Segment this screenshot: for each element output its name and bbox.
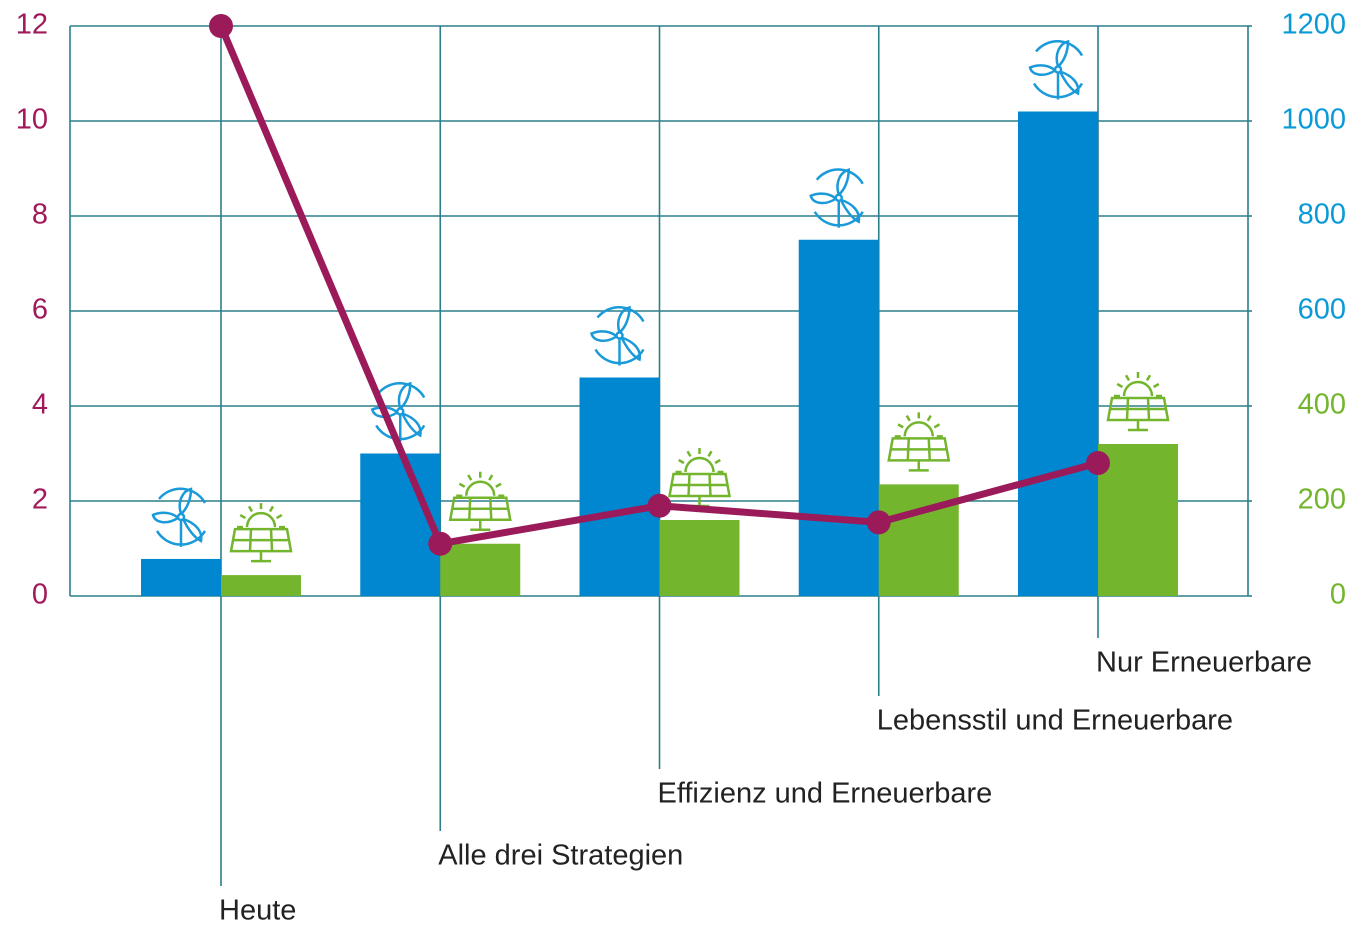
solar-icon xyxy=(448,471,512,531)
y-tick-label: 8 xyxy=(32,199,48,231)
blade xyxy=(1028,64,1056,76)
ring xyxy=(375,382,426,441)
blade xyxy=(836,168,851,196)
solar-icon xyxy=(229,503,293,563)
wind-icon xyxy=(151,487,207,547)
solar-icon xyxy=(887,412,951,472)
panel xyxy=(448,496,512,531)
bar xyxy=(798,239,879,596)
wind-icon xyxy=(809,168,864,228)
bar xyxy=(440,543,521,596)
wind-icon xyxy=(1028,39,1084,100)
ray xyxy=(247,505,254,513)
y2-tick-label: 600 xyxy=(1298,294,1346,326)
ray xyxy=(1152,382,1160,389)
sun xyxy=(1122,380,1154,397)
x-tick-label: Effizienz und Erneuerbare xyxy=(658,778,993,810)
point xyxy=(209,14,233,38)
x-tick-label: Heute xyxy=(219,895,296,927)
solar-icon xyxy=(668,448,731,508)
bar xyxy=(1018,111,1098,596)
blade xyxy=(151,511,179,524)
y-tick-label: 10 xyxy=(16,104,48,136)
wind-icon xyxy=(590,305,645,366)
point xyxy=(428,531,453,556)
blade xyxy=(620,336,642,362)
y2-tick-label: 800 xyxy=(1298,199,1346,231)
sun xyxy=(903,421,934,437)
ray xyxy=(467,474,473,481)
blade xyxy=(397,381,412,410)
ray xyxy=(1124,374,1131,382)
ray xyxy=(707,450,713,458)
y-tick-label: 6 xyxy=(32,294,48,326)
x-tick-label: Alle drei Strategien xyxy=(438,840,683,872)
blade xyxy=(178,487,193,515)
panel xyxy=(668,472,731,508)
bar xyxy=(1098,444,1178,596)
blade xyxy=(617,305,631,334)
point xyxy=(866,510,891,535)
point xyxy=(1086,451,1110,475)
ray xyxy=(488,474,494,481)
ray xyxy=(926,414,932,422)
y2-tick-label: 0 xyxy=(1330,579,1346,611)
bar xyxy=(579,377,660,596)
ray xyxy=(239,514,247,520)
ray xyxy=(1116,382,1124,389)
ray xyxy=(275,514,283,520)
ray xyxy=(458,482,466,488)
sun xyxy=(245,511,277,528)
blade xyxy=(401,412,422,438)
y2-tick-label: 1000 xyxy=(1281,104,1346,136)
ray xyxy=(714,458,721,465)
solar-icon xyxy=(1106,372,1170,432)
bar xyxy=(659,520,740,596)
bar xyxy=(141,558,221,596)
y2-tick-label: 200 xyxy=(1298,484,1346,516)
bar xyxy=(221,575,301,596)
panel xyxy=(1106,396,1170,432)
ray xyxy=(897,423,904,429)
bar xyxy=(360,453,441,596)
blade xyxy=(1058,70,1080,96)
sun xyxy=(465,480,496,496)
x-tick-label: Lebensstil und Erneuerbare xyxy=(877,705,1233,737)
blade xyxy=(590,330,618,342)
sun xyxy=(684,456,715,473)
ring xyxy=(594,306,645,365)
y-tick-label: 0 xyxy=(32,579,48,611)
blade xyxy=(809,192,837,205)
x-tick-label: Nur Erneuerbare xyxy=(1096,647,1312,679)
panel xyxy=(887,437,951,472)
panel xyxy=(229,527,293,563)
ray xyxy=(905,414,911,422)
y-tick-label: 12 xyxy=(16,9,48,41)
ray xyxy=(678,458,685,465)
y2-tick-label: 1200 xyxy=(1281,9,1346,41)
y-tick-label: 2 xyxy=(32,484,48,516)
ring xyxy=(1032,40,1084,99)
wind-icon xyxy=(370,381,426,442)
ray xyxy=(495,482,502,488)
ring xyxy=(813,168,864,227)
ray xyxy=(268,505,275,513)
ray xyxy=(1145,374,1152,382)
blade xyxy=(839,198,861,224)
blade xyxy=(1055,39,1070,68)
ring xyxy=(155,487,207,546)
ray xyxy=(933,423,941,429)
y2-tick-label: 400 xyxy=(1298,389,1346,421)
y-tick-label: 4 xyxy=(32,389,48,421)
blade xyxy=(181,517,203,543)
point xyxy=(647,493,672,518)
ray xyxy=(686,450,692,458)
